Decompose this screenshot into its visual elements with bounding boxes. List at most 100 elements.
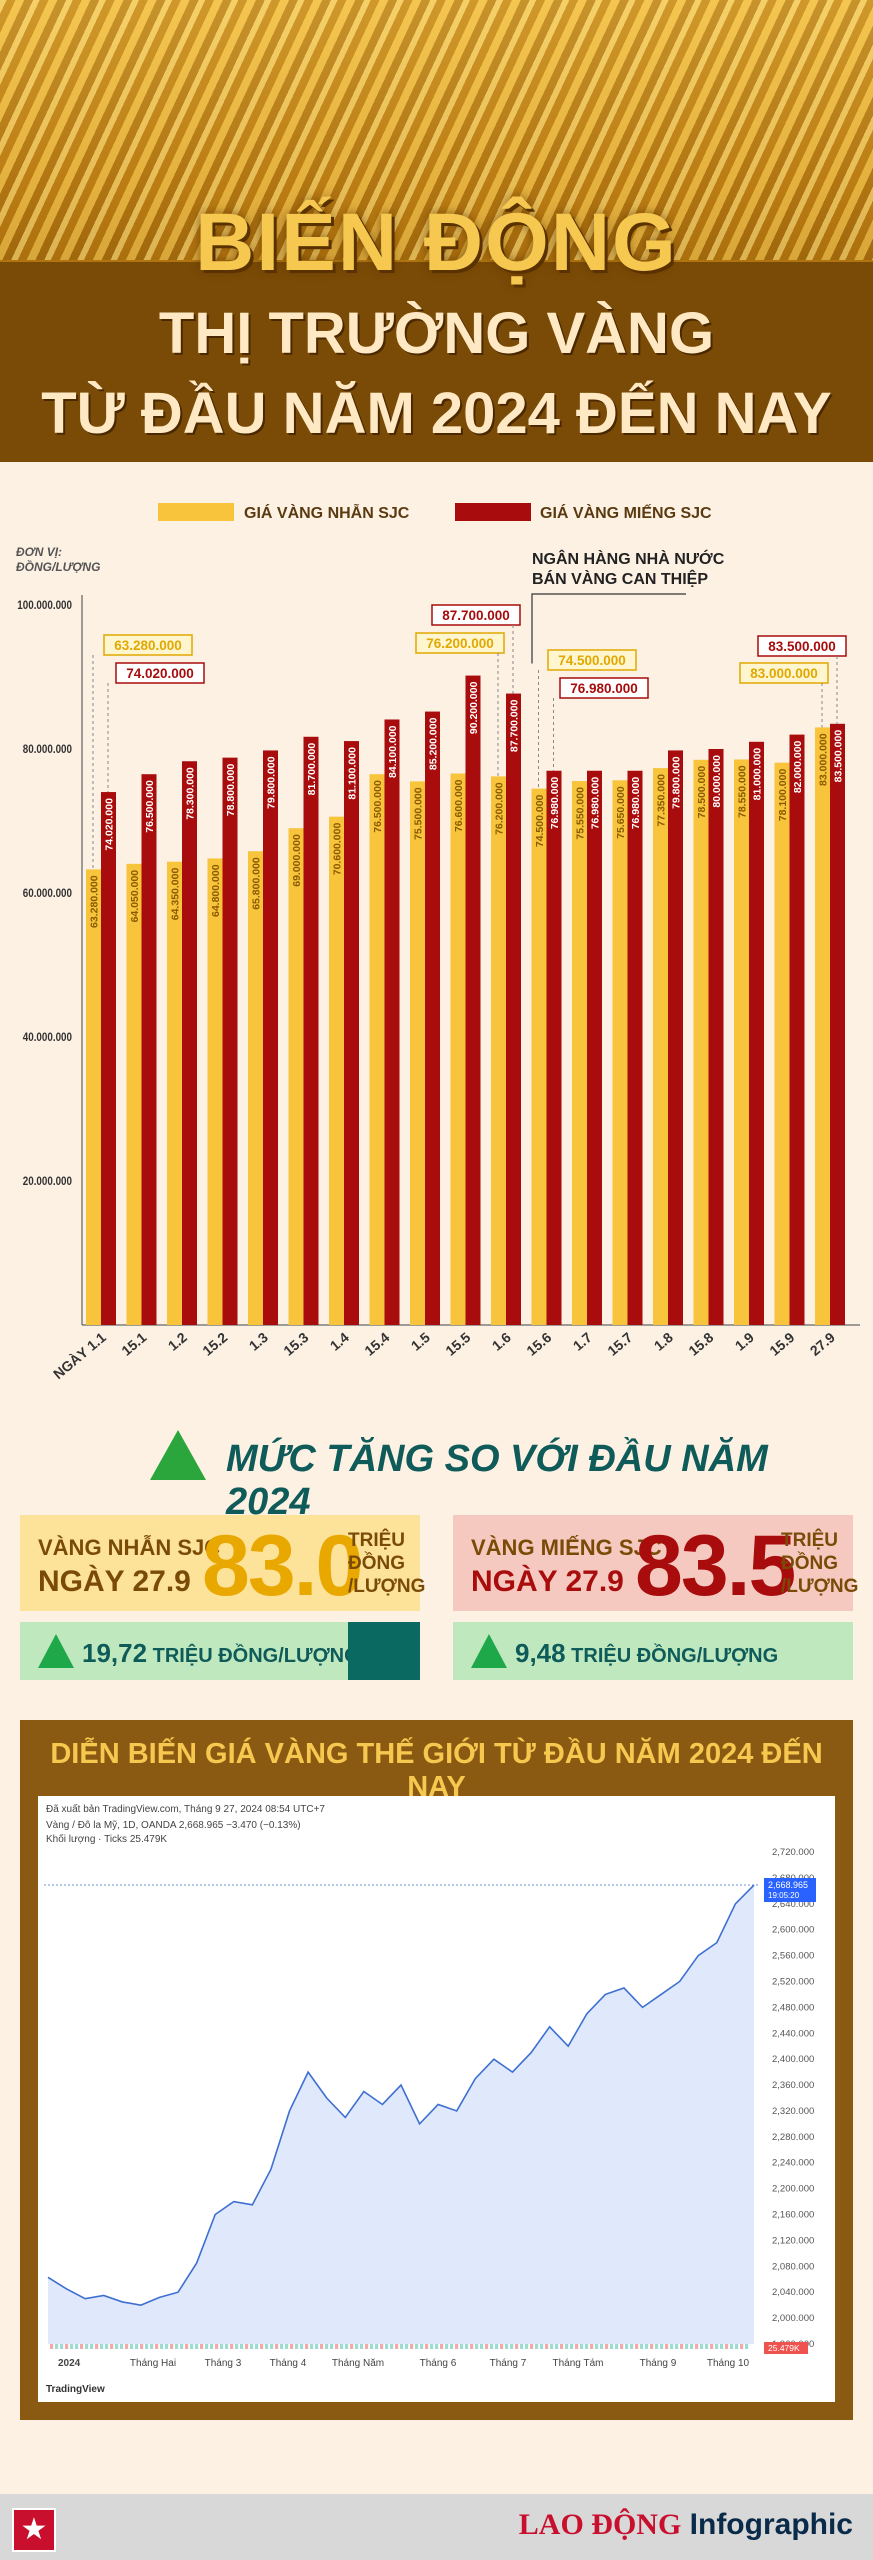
up-triangle-icon (471, 1634, 507, 1668)
y-tick-label: 40.000.000 (23, 1031, 72, 1044)
bar-value-label: 79.800.000 (266, 756, 278, 809)
tv-source: Đã xuất bản TradingView.com, Tháng 9 27,… (46, 1804, 325, 1815)
title-line-3: TỪ ĐẦU NĂM 2024 ĐẾN NAY (41, 381, 832, 446)
ring-value-label: 75.500.000 (413, 787, 425, 840)
bar-value-label: 76.500.000 (144, 780, 156, 833)
ring-value-label: 75.550.000 (575, 787, 587, 840)
tv-x-tick-label: Tháng Năm (332, 2358, 384, 2369)
tv-brand: TradingView (46, 2384, 105, 2395)
tv-y-tick-label: 2,520.000 (772, 1976, 814, 1987)
x-tick-label: 1.6 (489, 1329, 514, 1354)
bar-card-date: NGÀY 27.9 (471, 1565, 624, 1598)
gold-bar (101, 792, 116, 1325)
bar-value-label: 81.000.000 (752, 748, 764, 801)
tv-y-tick-label: 2,640.000 (772, 1899, 814, 1910)
gold-bar (789, 734, 805, 1325)
gold-bar (303, 736, 319, 1325)
tv-y-tick-label: 2,240.000 (772, 2158, 814, 2169)
ring-bar (167, 861, 182, 1325)
tv-y-tick-label: 2,360.000 (772, 2080, 814, 2091)
bar-value-label: 76.980.000 (630, 777, 642, 830)
ring-increase-unit: TRIỆU ĐỒNG/LƯỢNG (152, 1645, 360, 1667)
ring-value-label: 78.100.000 (777, 769, 789, 822)
ring-bar (653, 768, 668, 1325)
bar-value-label: 78.800.000 (225, 763, 237, 816)
ring-value-label: 74.500.000 (534, 794, 546, 847)
tv-y-tick-label: 2,320.000 (772, 2106, 814, 2117)
ring-value-label: 77.350.000 (656, 774, 668, 827)
ring-value-label: 76.600.000 (453, 779, 465, 832)
callout-bar-sbv-text: 76.980.000 (570, 681, 638, 696)
tv-x-tick-label: Tháng 6 (420, 2358, 457, 2369)
bar-value-label: 79.800.000 (671, 756, 683, 809)
ring-value-label: 70.600.000 (332, 823, 344, 876)
bar-value-label: 78.300.000 (185, 767, 197, 820)
bar-value-label: 81.100.000 (347, 747, 359, 800)
gold-bar (587, 770, 602, 1325)
x-tick-label: 15.3 (280, 1329, 311, 1359)
gold-jewelry-image (0, 0, 873, 260)
y-tick-label: 100.000.000 (17, 599, 72, 612)
ring-value-label: 65.800.000 (251, 857, 263, 910)
legend-swatch-bar (455, 503, 531, 521)
gold-bar (384, 719, 400, 1325)
ring-bar (207, 858, 223, 1325)
tv-y-tick-label: 2,280.000 (772, 2132, 814, 2143)
y-tick-label: 80.000.000 (23, 743, 72, 756)
bar-value-label: 87.700.000 (509, 699, 521, 752)
y-tick-label: 60.000.000 (23, 887, 72, 900)
x-tick-label: 15.8 (685, 1329, 716, 1359)
ring-bar (288, 828, 304, 1325)
unit-label: ĐỒNG/LƯỢNG (16, 559, 100, 574)
world-gold-section: DIỄN BIẾN GIÁ VÀNG THẾ GIỚI TỪ ĐẦU NĂM 2… (20, 1720, 853, 2420)
bar-value-label: 74.020.000 (104, 798, 116, 851)
bar-value-label: 84.100.000 (387, 725, 399, 778)
bar-value-label: 82.000.000 (792, 740, 804, 793)
tv-area-fill (48, 1885, 754, 2344)
gold-bar (344, 741, 359, 1325)
tv-price-tag-time: 19:05:20 (768, 1891, 800, 1900)
ring-value-label: 64.800.000 (210, 864, 222, 917)
tv-y-tick-label: 2,720.000 (772, 1847, 814, 1858)
annotation-leader (531, 593, 686, 664)
tv-x-tick-label: Tháng Hai (130, 2358, 176, 2369)
title-line-2: THỊ TRƯỜNG VÀNG (158, 301, 715, 366)
ring-bar (572, 781, 587, 1325)
bar-increase-box: 9,48 TRIỆU ĐỒNG/LƯỢNG (453, 1622, 853, 1680)
x-tick-label: 1.4 (327, 1329, 352, 1354)
callout-bar-peak-box (431, 604, 521, 626)
increase-heading: MỨC TĂNG SO VỚI ĐẦU NĂM 2024 (150, 1430, 850, 1523)
callout-bar-end-box (757, 635, 847, 657)
gold-bar (546, 770, 562, 1325)
x-tick-label: 27.9 (807, 1329, 838, 1359)
gold-bar (425, 711, 440, 1325)
tv-y-tick-label: 2,400.000 (772, 2054, 814, 2065)
bar-increase-unit: TRIỆU ĐỒNG/LƯỢNG (571, 1645, 779, 1667)
x-tick-label: 15.7 (604, 1329, 635, 1359)
ring-value-label: 83.000.000 (818, 733, 830, 786)
ring-value-label: 76.500.000 (372, 780, 384, 833)
x-tick-label: 1.8 (651, 1329, 676, 1354)
tv-y-tick-label: 2,480.000 (772, 2002, 814, 2013)
ring-bar (491, 776, 506, 1325)
tv-y-tick-label: 2,080.000 (772, 2261, 814, 2272)
tv-y-tick-label: 2,440.000 (772, 2028, 814, 2039)
tv-x-tick-label: Tháng 4 (270, 2358, 307, 2369)
ring-bar (774, 762, 790, 1325)
callout-bar-start-text: 74.020.000 (126, 666, 194, 681)
world-gold-area-chart: 1,960.0002,000.0002,040.0002,080.0002,12… (44, 1847, 816, 2395)
ring-increase-value: 19,72 (82, 1638, 148, 1668)
gold-bar (465, 675, 481, 1325)
x-tick-label: 1.2 (165, 1329, 190, 1354)
ring-bar (329, 816, 344, 1325)
ring-card-date: NGÀY 27.9 (38, 1565, 191, 1598)
bar-value-label: 76.980.000 (549, 777, 561, 830)
callout-bar-start-box (115, 662, 205, 684)
x-tick-label: 15.4 (361, 1329, 392, 1359)
tv-volume-tag-value: 25.479K (768, 2343, 800, 2353)
ring-bar (531, 788, 547, 1325)
x-tick-label: 1.7 (570, 1329, 595, 1354)
up-triangle-icon (38, 1634, 74, 1668)
bar-card-label: VÀNG MIẾNG SJC (471, 1535, 662, 1560)
hero-header: BIẾN ĐỘNG THỊ TRƯỜNG VÀNG TỪ ĐẦU NĂM 202… (0, 0, 873, 462)
